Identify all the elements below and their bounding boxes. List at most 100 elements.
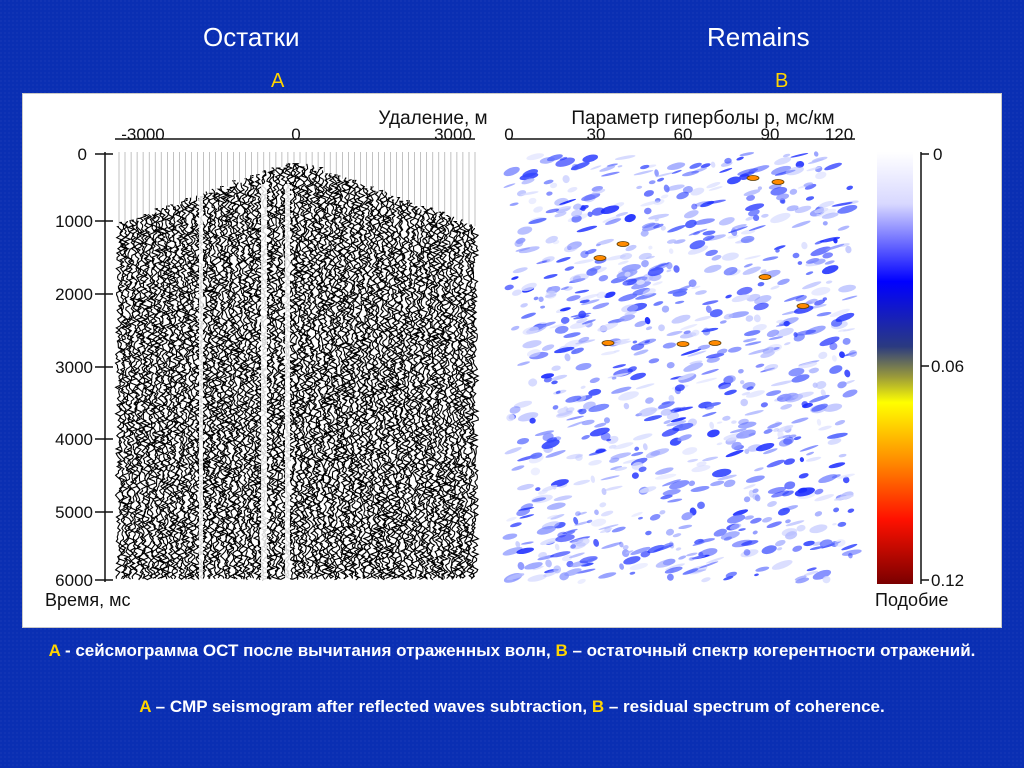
coherence-blob xyxy=(799,444,819,452)
coherence-blob xyxy=(666,420,687,427)
coherence-blob xyxy=(612,364,627,369)
coherence-blob xyxy=(579,205,589,210)
coherence-blob xyxy=(564,353,571,362)
coherence-blob xyxy=(639,486,657,493)
coherence-blob xyxy=(814,511,823,517)
coherence-blob xyxy=(528,218,547,224)
coherence-blob xyxy=(741,229,756,235)
label-a: A xyxy=(271,70,285,92)
coherence-blob xyxy=(546,437,558,443)
coherence-blob xyxy=(596,238,614,246)
coherence-blob xyxy=(785,531,798,540)
coherence-blob xyxy=(675,547,682,551)
dead-trace-gap xyxy=(261,184,267,580)
coherence-blob xyxy=(805,196,815,201)
coherence-blob xyxy=(550,182,558,189)
coherence-blob xyxy=(660,408,673,416)
colorbar-tick: 0.06 xyxy=(931,357,964,376)
coherence-blob xyxy=(686,552,698,557)
coherence-blob xyxy=(658,324,665,332)
coherence-blob xyxy=(622,278,637,286)
coherence-blob xyxy=(822,575,831,584)
coherence-blob xyxy=(526,153,545,161)
coherence-blob xyxy=(818,425,832,431)
coherence-blob xyxy=(803,540,815,547)
coherence-blob xyxy=(517,483,534,491)
coherence-blob xyxy=(551,365,561,371)
coherence-blob xyxy=(727,234,739,239)
coherence-blob xyxy=(614,155,636,161)
coherence-blob xyxy=(666,362,675,369)
coherence-blob xyxy=(685,219,697,229)
coherence-blob xyxy=(640,550,651,558)
coherence-blob xyxy=(566,241,582,250)
coherence-blob xyxy=(804,183,817,190)
coherence-hot-spot xyxy=(771,179,785,185)
coherence-blob xyxy=(683,210,699,219)
coherence-blob xyxy=(815,171,827,180)
coherence-blob xyxy=(702,411,717,417)
coherence-blob xyxy=(716,442,723,446)
coherence-blob xyxy=(618,314,636,322)
coherence-blob xyxy=(567,186,578,193)
coherence-blob xyxy=(519,514,535,519)
coherence-blob xyxy=(590,475,595,483)
coherence-blob xyxy=(538,552,547,559)
coherence-blob xyxy=(677,373,695,381)
coherence-blob xyxy=(746,386,754,391)
coherence-blob xyxy=(594,509,599,516)
coherence-blob xyxy=(521,541,534,545)
coherence-blob xyxy=(725,449,744,458)
coherence-blob xyxy=(599,502,607,508)
coherence-blob xyxy=(623,402,630,410)
coherence-blob xyxy=(541,344,555,351)
coherence-blob xyxy=(578,336,590,343)
coherence-blob xyxy=(761,213,769,218)
coherence-blob xyxy=(691,285,701,289)
coherence-blob xyxy=(709,421,715,430)
seismogram-y-tick: 3000 xyxy=(55,358,93,377)
coherence-blob xyxy=(571,215,582,223)
seismogram-x-tick: -3000 xyxy=(121,125,164,144)
coherence-blob xyxy=(736,286,753,296)
coherence-blob xyxy=(621,304,639,313)
coherence-blob xyxy=(619,541,624,548)
coherence-blob xyxy=(754,295,772,305)
coherence-blob xyxy=(537,554,555,561)
coherence-blob xyxy=(586,268,598,276)
coherence-blob xyxy=(532,565,544,571)
spectrum-chart: Параметр гиперболы р, мс/км 0 30 60 90 1… xyxy=(502,108,862,584)
coherence-blob xyxy=(810,246,831,257)
coherence-blob xyxy=(697,344,711,350)
coherence-blob xyxy=(652,281,663,286)
coherence-blob xyxy=(573,516,579,525)
coherence-blob xyxy=(634,446,640,451)
coherence-blob xyxy=(753,314,761,323)
coherence-blob xyxy=(571,538,584,545)
coherence-blob xyxy=(671,169,682,174)
coherence-blob xyxy=(668,248,674,254)
coherence-blob xyxy=(724,157,732,164)
coherence-blob xyxy=(748,348,770,355)
coherence-blob xyxy=(518,246,540,254)
coherence-blob xyxy=(701,327,719,333)
coherence-blob xyxy=(702,300,719,305)
coherence-blob xyxy=(594,422,607,428)
coherence-blob xyxy=(819,539,833,548)
coherence-blob xyxy=(833,495,854,501)
coherence-blob xyxy=(726,514,746,524)
coherence-blob xyxy=(615,212,629,217)
coherence-blob xyxy=(667,162,686,170)
coherence-blob xyxy=(723,479,736,488)
coherence-blob xyxy=(561,554,573,562)
seismic-guide-lines xyxy=(118,152,476,227)
coherence-blob xyxy=(710,480,725,487)
coherence-blob xyxy=(723,575,734,581)
coherence-blob xyxy=(819,236,841,243)
coherence-blob xyxy=(705,353,725,359)
coherence-blob xyxy=(514,239,524,248)
coherence-hot-spot xyxy=(676,341,690,347)
coherence-blob xyxy=(530,452,543,459)
coherence-blob xyxy=(655,172,673,178)
seismogram-chart: Удаление, м -3000 0 3000 0 1000 2000 300… xyxy=(45,108,488,610)
